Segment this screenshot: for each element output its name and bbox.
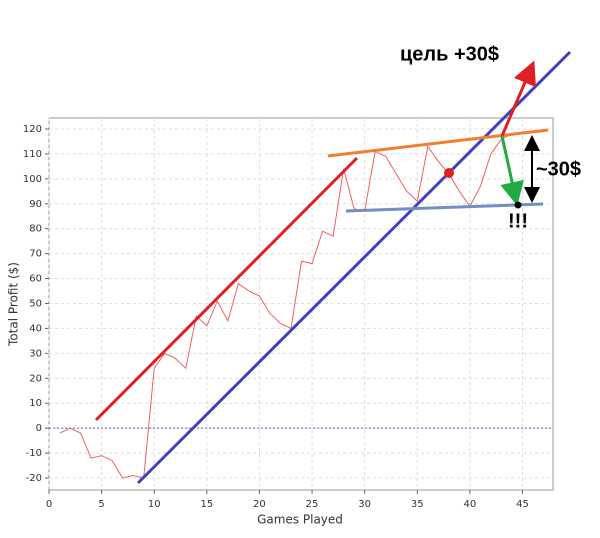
annotation-lines [94,50,572,485]
x-tick-label: 0 [46,499,52,510]
x-tick-label: 5 [98,499,104,510]
annotation: ~30$ [536,158,581,180]
y-tick-label: 120 [23,124,42,135]
y-tick-label: 50 [29,299,42,310]
y-tick-label: -20 [26,473,42,484]
y-tick-label: 110 [23,149,42,160]
data-line [59,133,513,479]
x-tick-label: 40 [464,499,477,510]
x-tick-label: 20 [253,499,266,510]
annotation: цель +30$ [400,43,499,65]
y-tick-label: 100 [23,174,42,185]
x-tick-label: 30 [358,499,371,510]
y-tick-label: 70 [29,249,42,260]
x-tick-label: 10 [148,499,161,510]
y-tick-label: -10 [26,448,42,459]
annotation: !!! [508,210,528,232]
y-tick-label: 60 [29,274,42,285]
y-axis-label: Total Profit ($) [7,262,21,347]
x-tick-label: 25 [306,499,319,510]
y-tick-label: 10 [29,398,42,409]
y-tick-label: 90 [29,199,42,210]
x-tick-label: 35 [411,499,424,510]
x-tick-label: 15 [200,499,213,510]
y-tick-label: 0 [36,423,42,434]
y-tick-label: 80 [29,224,42,235]
y-tick-label: 40 [29,323,42,334]
y-tick-label: 30 [29,348,42,359]
x-axis-label: Games Played [257,513,343,527]
y-tick-label: 20 [29,373,42,384]
x-tick-label: 45 [516,499,529,510]
